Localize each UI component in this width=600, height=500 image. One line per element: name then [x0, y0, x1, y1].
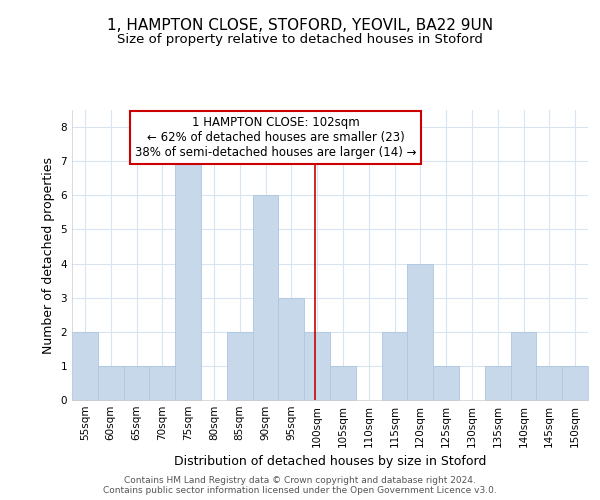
- X-axis label: Distribution of detached houses by size in Stoford: Distribution of detached houses by size …: [174, 456, 486, 468]
- Text: Contains HM Land Registry data © Crown copyright and database right 2024.
Contai: Contains HM Land Registry data © Crown c…: [103, 476, 497, 495]
- Text: 1 HAMPTON CLOSE: 102sqm
← 62% of detached houses are smaller (23)
38% of semi-de: 1 HAMPTON CLOSE: 102sqm ← 62% of detache…: [135, 116, 416, 159]
- Y-axis label: Number of detached properties: Number of detached properties: [42, 156, 55, 354]
- Text: Size of property relative to detached houses in Stoford: Size of property relative to detached ho…: [117, 32, 483, 46]
- Text: 1, HAMPTON CLOSE, STOFORD, YEOVIL, BA22 9UN: 1, HAMPTON CLOSE, STOFORD, YEOVIL, BA22 …: [107, 18, 493, 32]
